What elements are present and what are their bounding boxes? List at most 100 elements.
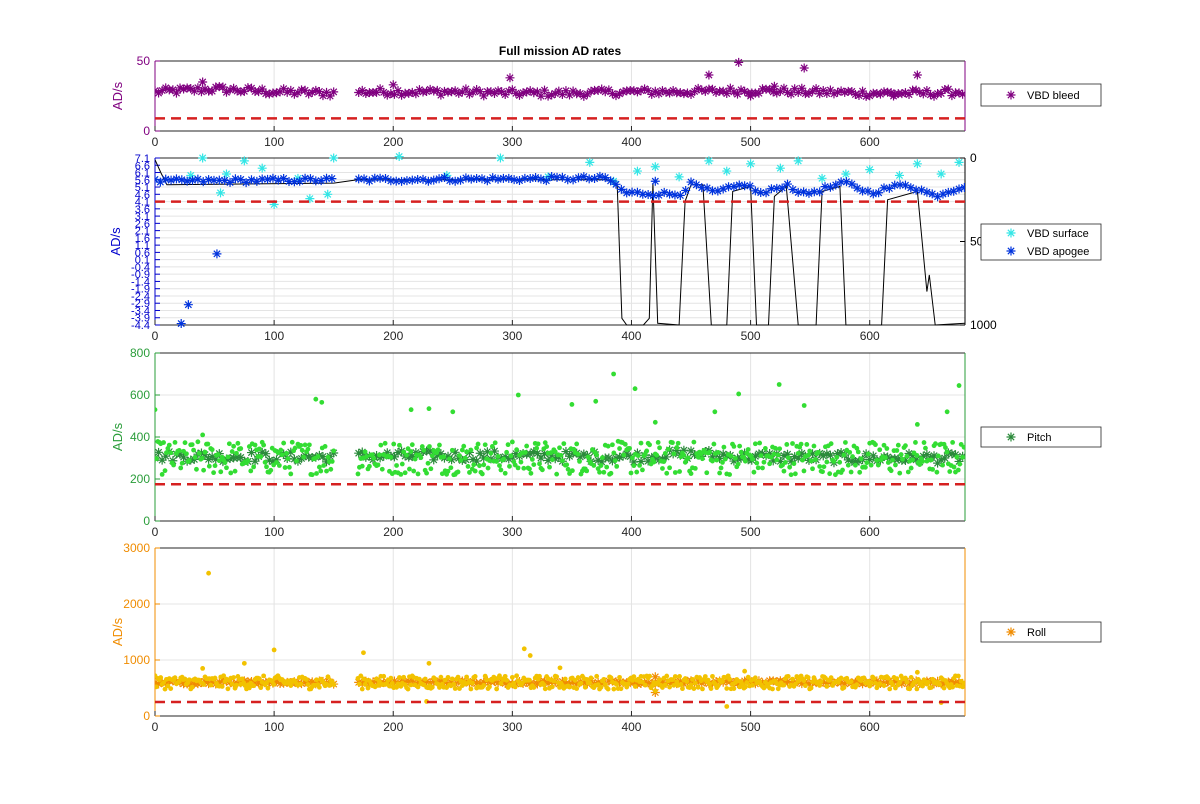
roll-aux-point <box>657 677 662 683</box>
pitch-aux-point <box>662 450 668 456</box>
roll-aux-point <box>158 675 164 680</box>
roll-aux-point <box>457 686 462 691</box>
pitch-aux-point <box>206 463 212 469</box>
pitch-point <box>775 456 785 466</box>
pitch-point <box>393 448 403 458</box>
pitch-aux-point <box>597 469 602 475</box>
roll-point <box>579 678 589 688</box>
pitch-aux-point <box>593 398 599 404</box>
vbd-bleed-point <box>958 89 965 99</box>
vbd-surface-point <box>650 162 660 172</box>
vbd-apogee-point <box>241 178 251 188</box>
y-tick-label: -1.9 <box>131 284 150 296</box>
pitch-point <box>482 447 492 457</box>
pitch-aux-point <box>184 451 189 457</box>
pitch-aux-point <box>166 442 172 448</box>
vbd-bleed-point <box>218 82 228 92</box>
vbd-bleed-point <box>193 83 203 93</box>
vbd-apogee-point <box>305 174 315 184</box>
vbd-bleed-point <box>793 88 803 98</box>
pitch-aux-point <box>881 442 887 448</box>
pitch-aux-point <box>168 450 174 456</box>
roll-aux-point <box>961 680 965 686</box>
roll-point <box>890 676 900 686</box>
roll-aux-point <box>201 682 207 687</box>
pitch-point <box>836 448 846 458</box>
pitch-aux-point <box>670 440 675 446</box>
pitch-aux-point <box>612 458 618 464</box>
vbd-bleed-point <box>479 91 489 101</box>
roll-point <box>675 676 685 686</box>
x-tick-label: 500 <box>741 525 761 539</box>
roll-aux-point <box>702 674 708 679</box>
vbd-bleed-point <box>954 88 964 98</box>
pitch-point <box>536 453 546 463</box>
vbd-apogee-point <box>155 177 165 187</box>
roll-aux-point <box>208 682 214 688</box>
vbd-apogee-point <box>177 175 187 185</box>
vbd-bleed-point <box>557 90 567 100</box>
pitch-aux-point <box>447 456 452 462</box>
roll-aux-point <box>502 673 508 679</box>
roll-aux-point <box>801 678 807 684</box>
pitch-aux-point <box>539 467 545 473</box>
pitch-aux-point <box>182 440 188 446</box>
roll-aux-point <box>451 681 457 687</box>
pitch-aux-point <box>178 465 184 471</box>
pitch-aux-point <box>652 419 658 425</box>
roll-point <box>475 678 485 688</box>
pitch-aux-point <box>671 451 677 457</box>
roll-aux-point <box>920 683 925 689</box>
pitch-aux-point <box>910 457 915 463</box>
vbd-bleed-point <box>468 87 478 97</box>
roll-aux-point <box>241 660 247 666</box>
pitch-point <box>922 450 932 460</box>
legend-box <box>980 83 1102 107</box>
vbd-bleed-point <box>425 84 435 94</box>
roll-aux-point <box>742 668 748 674</box>
panel-vbd: 0 100 200 300 400 500 600 7.16.66.15.65.14.64.1… <box>108 151 1102 343</box>
pitch-aux-point <box>858 456 864 462</box>
pitch-aux-point <box>898 452 904 457</box>
pitch-aux-point <box>631 463 637 469</box>
pitch-aux-point <box>222 460 228 465</box>
pitch-aux-point <box>329 459 335 464</box>
vbd-bleed-point <box>414 85 424 95</box>
pitch-aux-point <box>569 402 575 407</box>
pitch-aux-point <box>359 463 365 469</box>
x-tick-label: 100 <box>264 525 284 539</box>
chart-panels: 0 100 200 300 400 500 600 0 50 AD/s VBD bleed 0 100 2… <box>108 54 1102 734</box>
roll-aux-point <box>617 674 622 680</box>
pitch-aux-point <box>411 468 417 474</box>
vbd-apogee-point <box>809 187 819 197</box>
pitch-aux-point <box>397 442 402 448</box>
vbd-apogee-point <box>573 173 583 183</box>
roll-aux-point <box>578 680 584 686</box>
vbd-apogee-point <box>665 189 675 199</box>
pitch-point <box>489 446 499 456</box>
vbd-bleed-point <box>729 87 739 97</box>
roll-aux-point <box>781 682 787 688</box>
vbd-bleed-point <box>461 84 471 94</box>
pitch-point <box>529 447 539 457</box>
vbd-apogee-point <box>359 174 369 184</box>
pitch-aux-point <box>710 458 715 464</box>
vbd-bleed-point <box>357 85 367 95</box>
pitch-aux-point <box>935 453 941 459</box>
pitch-point <box>389 452 399 462</box>
vbd-surface-point <box>329 153 339 163</box>
roll-aux-point <box>359 686 365 692</box>
vbd-bleed-point <box>718 86 728 96</box>
pitch-aux-point <box>252 442 258 448</box>
vbd-bleed-point <box>799 63 809 73</box>
roll-aux-point <box>818 679 824 684</box>
vbd-bleed-point <box>865 91 875 101</box>
vbd-surface-point <box>841 169 851 179</box>
pitch-aux-point <box>201 467 207 473</box>
roll-point <box>650 672 660 682</box>
pitch-aux-point <box>664 470 670 476</box>
vbd-apogee-point <box>407 175 417 185</box>
pitch-aux-point <box>331 448 337 454</box>
vbd-apogee-point <box>397 176 407 186</box>
roll-aux-point <box>426 660 432 666</box>
